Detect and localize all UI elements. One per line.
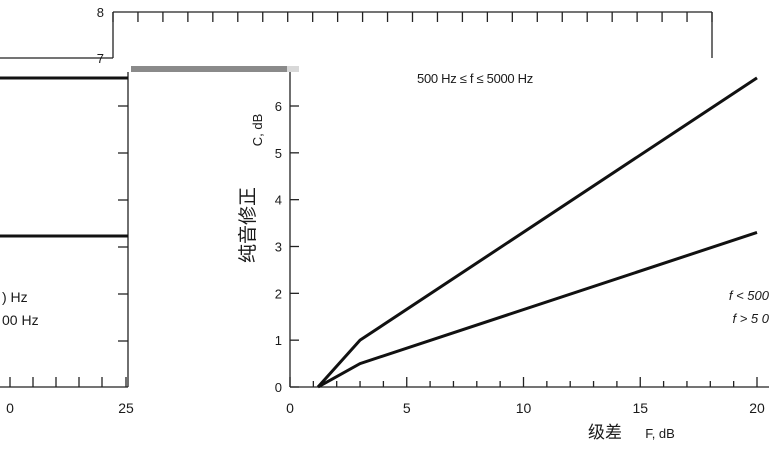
back-right-ticks	[118, 105, 128, 342]
y-tick-label-3: 3	[275, 240, 282, 255]
legend-f-above-5000: f > 5 0	[733, 311, 769, 326]
y-tick-label-6: 6	[275, 99, 282, 114]
y-tick-label-4: 4	[275, 193, 282, 208]
back-ytick-label-7: 7	[97, 51, 104, 66]
y-axis-label: C, dB	[250, 114, 265, 147]
x-tick-label-5: 5	[403, 400, 411, 416]
back-xtick-label-0: 0	[6, 400, 14, 416]
legend-f-below-500: f < 500	[729, 288, 769, 303]
back-legend-2: 00 Hz	[2, 312, 39, 328]
y-tick-label-5: 5	[275, 146, 282, 161]
x-tick-label-10: 10	[516, 400, 532, 416]
x-tick-label-15: 15	[632, 400, 648, 416]
back-legend-1: ) Hz	[2, 289, 28, 305]
x-tick-label-0: 0	[286, 400, 294, 416]
overlap-shadow-bar	[131, 66, 287, 72]
main-y-ticks: 0 1 2 3 4 5 6	[275, 99, 299, 395]
main-x-ticks: 0 5 10 15 20	[286, 377, 765, 416]
main-chart: 0 1 2 3 4 5 6 0 5 10 15 20 500 Hz ≤ f ≤ 5000 Hz f …	[237, 71, 769, 443]
x-tick-label-20: 20	[749, 400, 765, 416]
x-axis-label-cn: 级差	[588, 423, 622, 443]
back-bottom-ticks	[9, 377, 127, 387]
series-line-f-below-500	[316, 76, 758, 389]
back-top-ticks	[112, 12, 713, 22]
series-line-f-above-5000	[317, 231, 758, 389]
back-chart: 8 7 ) Hz 00 Hz 0 25	[0, 5, 713, 416]
y-tick-label-0: 0	[275, 380, 282, 395]
y-tick-label-1: 1	[275, 333, 282, 348]
back-ytick-label-8: 8	[97, 5, 104, 20]
overlap-shadow-fade	[287, 66, 299, 72]
y-tick-label-2: 2	[275, 286, 282, 301]
x-axis-label: F, dB	[645, 426, 675, 441]
chart-title: 500 Hz ≤ f ≤ 5000 Hz	[417, 71, 533, 86]
y-axis-label-cn: 纯音修正	[237, 187, 259, 263]
back-xtick-label-25: 25	[118, 400, 134, 416]
